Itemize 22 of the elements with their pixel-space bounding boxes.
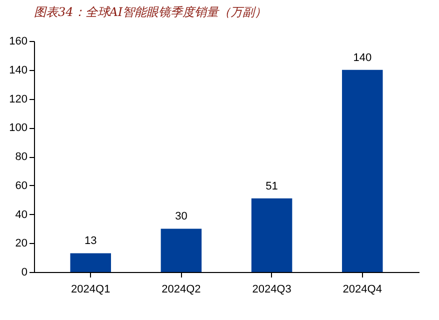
data-label: 30 [175,210,188,223]
x-tick-label: 2024Q1 [71,284,110,296]
x-tick-label: 2024Q3 [252,284,292,296]
x-tick-label: 2024Q4 [342,284,382,296]
y-tick-label: 100 [9,122,28,134]
y-tick-label: 40 [15,208,28,221]
chart-title: 图表34：全球AI智能眼镜季度销量（万副） [34,5,267,19]
y-tick-label: 80 [15,151,28,163]
bar [70,253,111,272]
y-tick-label: 120 [9,93,28,106]
bar [251,198,292,272]
data-label: 140 [353,52,372,64]
y-tick-label: 20 [15,238,28,250]
y-tick-label: 0 [21,266,28,278]
bar [160,228,202,272]
y-tick-label: 140 [9,64,28,76]
y-tick-label: 60 [15,180,28,192]
bar [342,70,383,272]
x-tick-label: 2024Q2 [162,284,201,296]
data-label: 13 [84,235,97,248]
y-tick-label: 160 [9,36,28,48]
data-label: 51 [266,180,278,192]
